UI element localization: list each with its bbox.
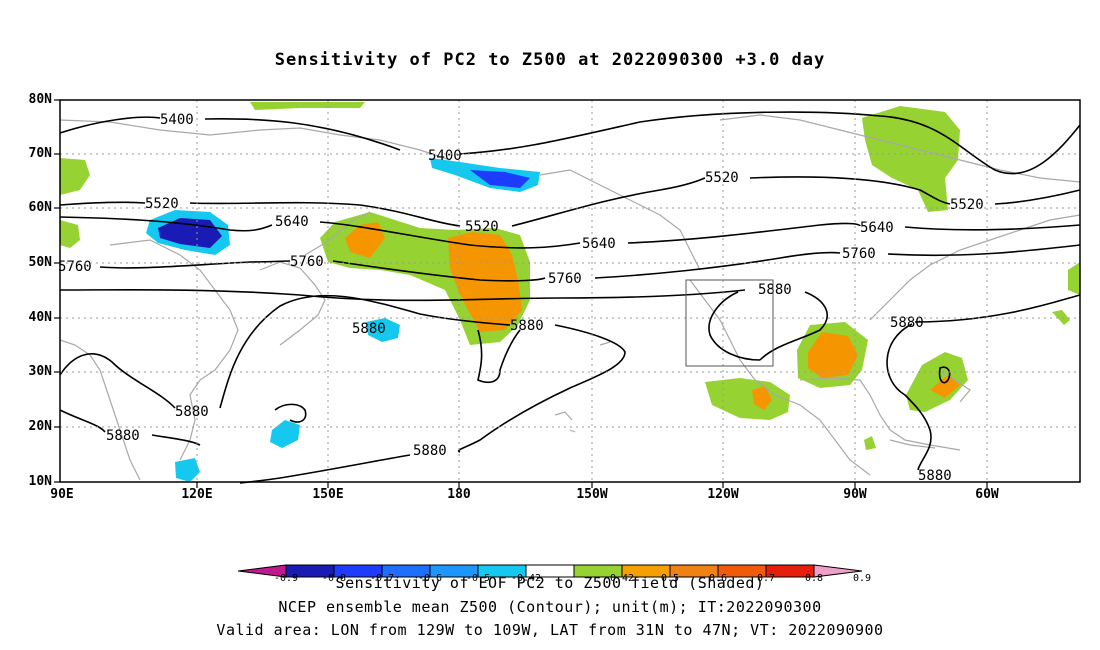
ticks [54,99,988,488]
contour-5880 [708,291,761,361]
shading-layer [60,102,1080,482]
colorbar-tick-label: -0.6 [417,573,443,584]
shade-green [906,352,968,412]
contour-5880 [938,366,951,384]
lat-label: 10N [28,474,52,489]
shade-green [864,436,876,450]
shade-orange [930,375,960,398]
shade-green [60,220,80,248]
shade-green [1052,310,1070,325]
contour-5880 [59,288,1081,361]
shade-lightblue [175,458,200,482]
lat-label: 50N [28,255,52,270]
shade-blue [470,170,530,188]
contour-label: 5400 [160,112,194,128]
coastlines [59,114,1081,481]
contour-5880 [477,329,521,384]
colorbar-tick-label: 0.7 [756,573,776,584]
lat-label: 20N [28,419,52,434]
contour-label: 5880 [175,404,209,420]
shade-lightblue [366,318,400,342]
contour-5880 [886,323,932,471]
contour-5520 [59,176,1081,227]
lat-label: 40N [28,310,52,325]
map-frame [59,99,1081,483]
caption-line-3: Valid area: LON from 129W to 109W, LAT f… [216,621,884,639]
contour-label: 5640 [582,236,616,252]
shade-green [705,378,790,420]
contour-label: 5520 [145,196,179,212]
contour-label: 5880 [758,282,792,298]
contour-label: 5520 [950,197,984,213]
colorbar-cell [813,564,862,578]
lat-label: 60N [28,200,52,215]
contour-label: 5760 [290,254,324,270]
gridlines [60,100,1080,482]
contour-label: 5760 [842,246,876,262]
lon-label: 150W [576,487,608,502]
colorbar-tick-label: 0.6 [708,573,728,584]
colorbar-tick-label: -0.7 [369,573,395,584]
colorbar-tick-label: 0.5 [660,573,680,584]
colorbar-tick-label: 0.9 [852,573,872,584]
contour-label: 5880 [918,468,952,484]
contour-label: 5880 [106,428,140,444]
colorbar [238,564,862,578]
shade-green [862,106,960,212]
contour-label: 5880 [413,443,447,459]
contour-label: 5520 [705,170,739,186]
colorbar-tick-label: -0.8 [321,573,347,584]
colorbar-tick-label: 0.42 [609,573,635,584]
contour-label: 5880 [352,321,386,337]
lon-label: 150E [312,487,344,502]
lon-label: 90W [843,487,867,502]
lat-label: 80N [28,92,52,107]
lon-label: 120E [181,487,213,502]
valid-area-box [685,279,774,367]
lon-label: 180 [447,487,471,502]
colorbar-tick-label: -0.42 [510,573,542,584]
shade-lightblue [270,420,300,448]
contour-label: 5760 [548,271,582,287]
shade-orange [448,232,522,332]
contour-label: 5760 [58,259,92,275]
contour-5880 [59,294,626,453]
caption-line-1: Sensitivity of EOF PC2 to Z500 field (Sh… [335,574,765,592]
chart-title: Sensitivity of PC2 to Z500 at 2022090300… [274,50,826,70]
lon-label: 60W [975,487,999,502]
shade-blue [158,218,222,248]
contour-label: 5880 [890,315,924,331]
colorbar-tick-label: 0.8 [804,573,824,584]
contour-5880 [239,454,411,484]
shade-orange [752,386,772,410]
contour-label: 5640 [275,214,309,230]
contour-5400 [59,111,1081,175]
caption-line-2: NCEP ensemble mean Z500 (Contour); unit(… [278,598,822,616]
colorbar-tick-label: -0.5 [465,573,491,584]
contour-label: 5520 [465,219,499,235]
lat-label: 30N [28,364,52,379]
shade-green [1068,262,1080,295]
shade-orange [808,332,858,378]
contour-5880 [274,403,307,423]
contour-label: 5400 [428,148,462,164]
colorbar-tick-label: -0.9 [273,573,299,584]
contour-5640 [59,216,1081,249]
shade-green [60,158,90,195]
contour-label: 5640 [860,220,894,236]
contour-label: 5880 [510,318,544,334]
shade-orange [345,222,385,258]
lon-label: 90E [50,487,74,502]
lat-label: 70N [28,146,52,161]
shade-green [250,102,365,110]
lon-label: 120W [707,487,739,502]
